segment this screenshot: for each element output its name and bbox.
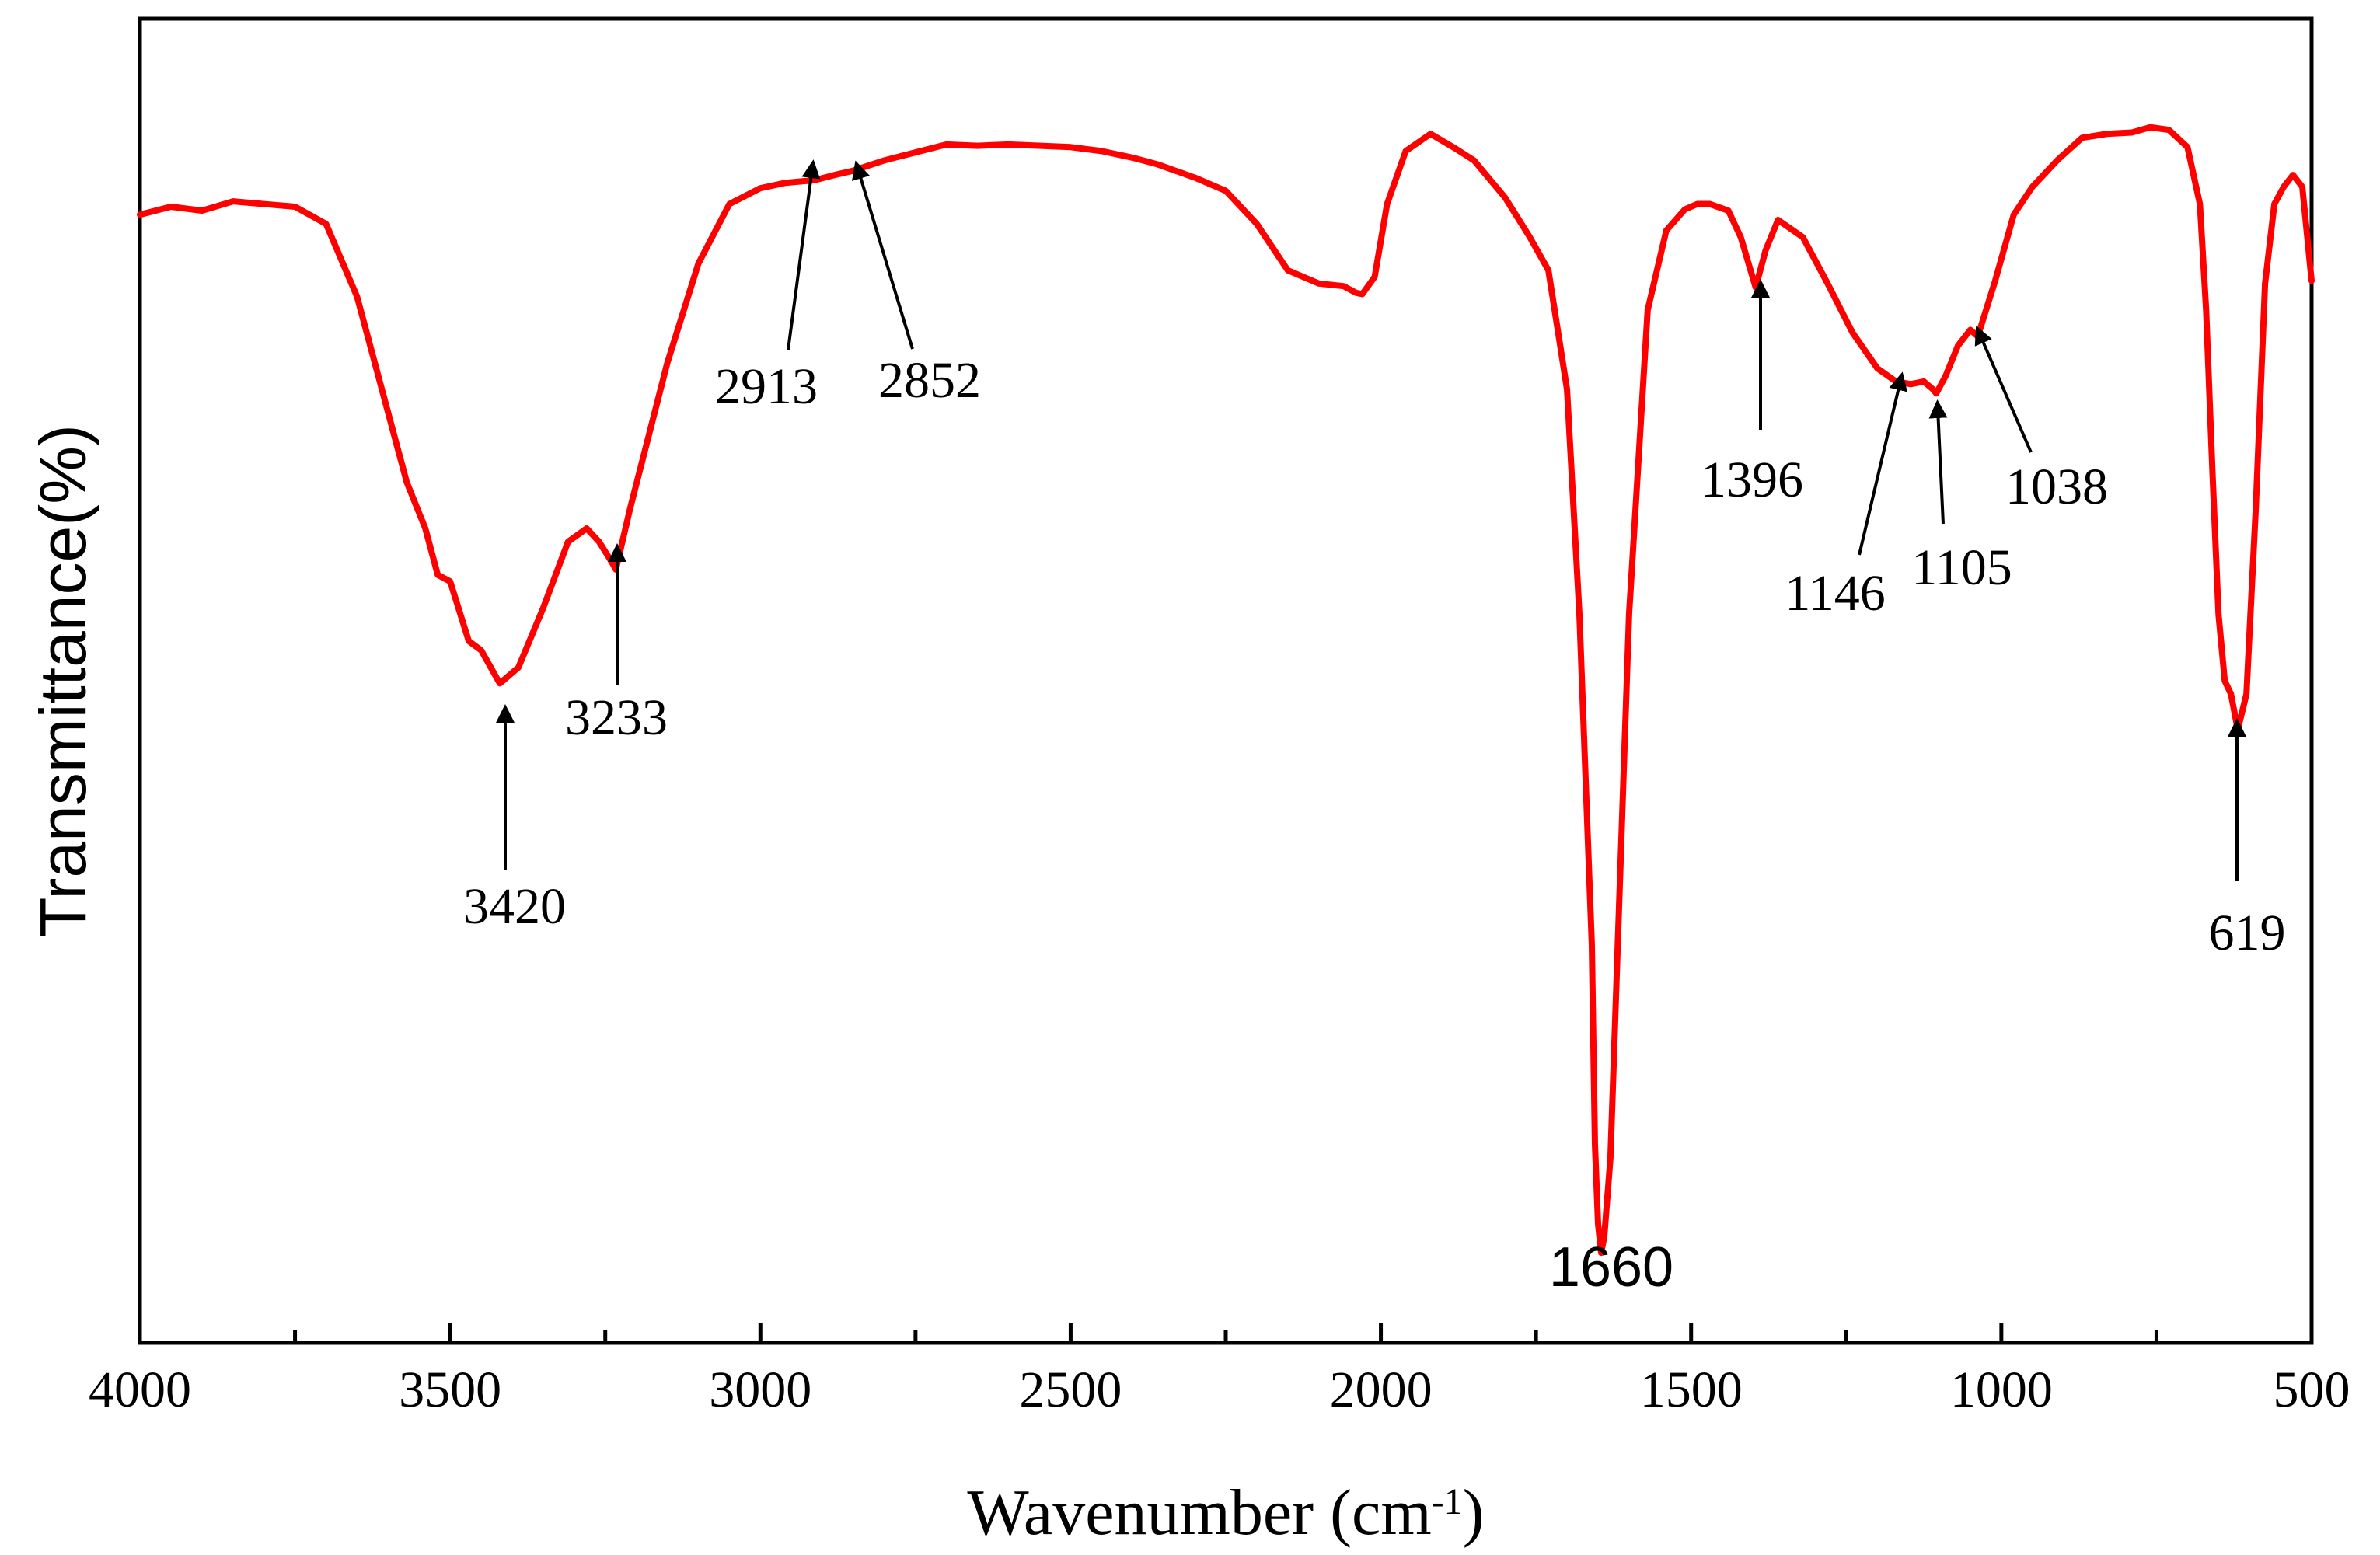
peak-arrow-1038 <box>1974 325 2033 453</box>
x-axis: 4000 3500 3000 2500 2000 1500 1000 500 <box>89 1323 2350 1418</box>
series-group <box>137 124 2315 1257</box>
x-axis-label-suffix: ) <box>1463 1477 1485 1549</box>
peak-label-1146: 1146 <box>1785 565 1886 622</box>
x-axis-label: Wavenumber (cm-1) <box>967 1477 1484 1549</box>
peak-arrow-1105 <box>1928 399 1948 525</box>
x-tick-label-500: 500 <box>2274 1361 2350 1418</box>
annotation-group: 3420 3233 2913 2852 1396 1146 1105 1038 619 1660 <box>463 159 2286 1299</box>
x-tick-label-3500: 3500 <box>399 1361 501 1418</box>
peak-arrow-1146 <box>1858 371 1907 556</box>
x-tick-label-2500: 2500 <box>1019 1361 1122 1418</box>
x-axis-label-superscript: -1 <box>1432 1481 1463 1522</box>
x-tick-label-4000: 4000 <box>89 1361 191 1418</box>
peak-label-2852: 2852 <box>878 352 981 409</box>
peak-arrow-2852 <box>851 160 914 350</box>
peak-label-1660: 1660 <box>1549 1236 1673 1299</box>
peak-label-3420: 3420 <box>463 878 566 935</box>
x-axis-label-main: Wavenumber (cm <box>967 1477 1431 1549</box>
x-tick-label-1000: 1000 <box>1950 1361 2053 1418</box>
peak-arrow-2913 <box>787 159 821 350</box>
x-tick-label-3000: 3000 <box>709 1361 811 1418</box>
plot-frame <box>138 16 2314 1345</box>
peak-label-2913: 2913 <box>715 358 818 415</box>
peak-label-1105: 1105 <box>1911 539 2012 596</box>
peak-label-1396: 1396 <box>1701 452 1803 508</box>
peak-label-619: 619 <box>2209 905 2286 961</box>
x-tick-label-1500: 1500 <box>1640 1361 1743 1418</box>
peak-label-1038: 1038 <box>2005 458 2108 515</box>
spectrum-line-0 <box>137 124 2315 1257</box>
y-axis-label: Transmittance(%) <box>26 424 99 937</box>
peak-label-3233: 3233 <box>565 689 668 746</box>
x-tick-label-2000: 2000 <box>1330 1361 1433 1418</box>
